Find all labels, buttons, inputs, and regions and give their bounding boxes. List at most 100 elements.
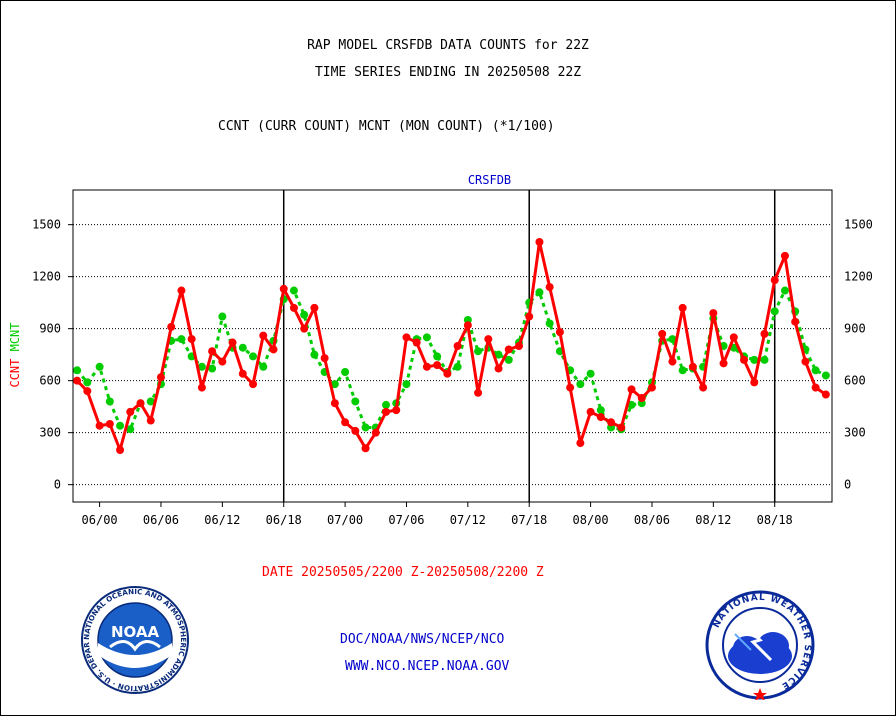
plot-border: [72, 189, 833, 503]
date-range-label: DATE 20250505/2200 Z-20250508/2200 Z: [262, 565, 544, 580]
data-point-ccnt: [637, 394, 646, 402]
data-point-mcnt: [780, 286, 789, 295]
y-axis-label: CCNT MCNT: [8, 322, 22, 387]
data-point-ccnt: [525, 312, 534, 321]
data-point-mcnt: [197, 362, 206, 371]
data-point-mcnt: [668, 335, 677, 344]
data-point-ccnt: [453, 342, 462, 350]
data-point-ccnt: [259, 331, 268, 340]
data-point-mcnt: [750, 355, 759, 364]
data-point-ccnt: [596, 413, 605, 422]
data-point-ccnt: [607, 418, 616, 427]
data-point-ccnt: [474, 388, 483, 397]
data-point-ccnt: [617, 423, 626, 432]
data-point-ccnt: [494, 364, 503, 373]
data-point-ccnt: [566, 383, 575, 392]
data-point-ccnt: [821, 390, 830, 399]
grid-layer: [73, 190, 832, 502]
data-point-mcnt: [545, 319, 554, 328]
y-tick-label-left: 900: [39, 322, 61, 336]
data-point-mcnt: [310, 350, 319, 359]
data-point-mcnt: [208, 364, 217, 373]
data-point-mcnt: [218, 312, 227, 321]
data-point-mcnt: [289, 286, 298, 295]
chart-title-line2: TIME SERIES ENDING IN 20250508 22Z: [314, 65, 582, 80]
data-point-mcnt: [95, 362, 104, 371]
x-tick-label: 08/12: [695, 513, 731, 527]
data-point-mcnt: [73, 366, 82, 375]
data-point-mcnt: [576, 380, 585, 389]
y-tick-label-right: 900: [844, 322, 866, 336]
data-point-ccnt: [504, 345, 513, 354]
data-point-ccnt: [351, 426, 360, 435]
x-tick-label: 08/00: [573, 513, 609, 527]
data-point-ccnt: [484, 335, 493, 344]
data-point-ccnt: [95, 421, 104, 430]
y-tick-label-left: 0: [54, 478, 61, 492]
nws-logo: NATIONAL WEATHER SERVICE: [705, 590, 815, 700]
data-point-ccnt: [197, 383, 206, 392]
website-link[interactable]: WWW.NCO.NCEP.NOAA.GOV: [345, 659, 510, 674]
data-point-ccnt: [658, 329, 667, 338]
data-point-mcnt: [770, 307, 779, 316]
data-point-mcnt: [105, 397, 114, 406]
data-point-mcnt: [83, 378, 92, 387]
data-point-ccnt: [341, 418, 350, 427]
data-point-ccnt: [146, 416, 155, 425]
data-point-ccnt: [402, 333, 411, 342]
x-tick-label: 07/12: [450, 513, 486, 527]
noaa-logo: NATIONAL OCEANIC AND ATMOSPHERIC ADMINIS…: [80, 585, 189, 694]
data-point-mcnt: [300, 310, 309, 319]
data-point-mcnt: [146, 397, 155, 406]
y-tick-label-left: 300: [39, 426, 61, 440]
data-point-ccnt: [678, 303, 687, 312]
data-point-ccnt: [371, 428, 380, 437]
data-point-ccnt: [269, 345, 278, 354]
data-point-ccnt: [740, 355, 749, 364]
data-point-ccnt: [801, 357, 810, 366]
data-point-ccnt: [443, 369, 452, 378]
data-point-mcnt: [126, 425, 135, 434]
organization-label[interactable]: DOC/NOAA/NWS/NCEP/NCO: [340, 632, 505, 647]
data-point-ccnt: [688, 362, 697, 371]
data-point-mcnt: [494, 350, 503, 359]
data-point-ccnt: [238, 369, 247, 378]
data-point-mcnt: [811, 366, 820, 375]
data-point-ccnt: [760, 329, 769, 338]
data-point-ccnt: [392, 406, 401, 415]
y-tick-label-right: 0: [844, 478, 851, 492]
data-point-ccnt: [177, 286, 186, 295]
data-point-mcnt: [177, 335, 186, 344]
data-point-ccnt: [576, 439, 585, 448]
x-tick-label: 06/18: [266, 513, 302, 527]
data-point-mcnt: [259, 362, 268, 371]
data-point-ccnt: [586, 407, 595, 416]
data-point-mcnt: [422, 333, 431, 342]
data-point-ccnt: [73, 376, 82, 385]
data-point-ccnt: [289, 303, 298, 312]
data-point-mcnt: [433, 352, 442, 361]
data-point-mcnt: [504, 355, 513, 364]
x-tick-label: 07/06: [388, 513, 424, 527]
data-point-mcnt: [678, 366, 687, 375]
data-point-ccnt: [555, 328, 564, 337]
data-point-ccnt: [167, 322, 176, 331]
data-point-ccnt: [116, 446, 125, 454]
data-point-ccnt: [279, 284, 288, 293]
data-point-ccnt: [627, 385, 636, 394]
y-tick-label-left: 1500: [32, 218, 61, 232]
data-point-mcnt: [402, 380, 411, 389]
axis-layer: 0 0 300 300 600 600 900 900 1200 1200 1500 1500 06/0…: [8, 173, 873, 527]
series-line-ccnt: [76, 240, 827, 452]
x-tick-label: 07/18: [511, 513, 547, 527]
y-axis-label-mcnt: MCNT: [8, 322, 22, 351]
data-point-ccnt: [729, 333, 738, 342]
data-point-ccnt: [535, 238, 544, 246]
data-point-mcnt: [821, 371, 830, 380]
data-point-ccnt: [105, 420, 114, 428]
series-ccnt: [73, 238, 830, 454]
data-point-ccnt: [412, 338, 421, 347]
x-tick-label: 06/12: [204, 513, 240, 527]
data-point-mcnt: [760, 355, 769, 364]
